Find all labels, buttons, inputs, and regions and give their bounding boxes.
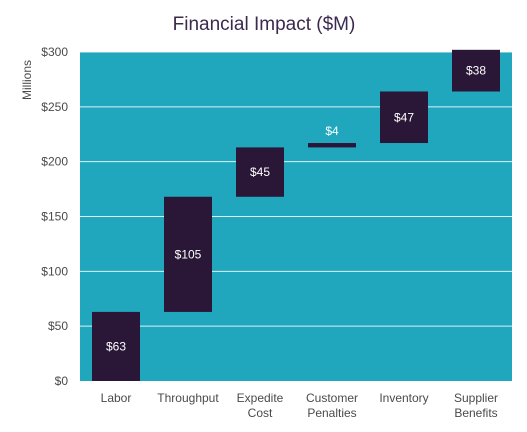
x-category-label: Penalties (307, 406, 356, 420)
y-tick-label: $0 (55, 374, 69, 388)
x-category-label: Customer (306, 391, 358, 405)
bar-value-label: $4 (325, 124, 339, 138)
y-tick-label: $200 (41, 155, 68, 169)
bar-value-label: $63 (106, 339, 126, 353)
waterfall-bar (236, 147, 284, 197)
x-category-label: Supplier (454, 391, 498, 405)
waterfall-bar (164, 196, 212, 312)
waterfall-bar (380, 91, 428, 144)
bar-value-label: $45 (250, 165, 270, 179)
waterfall-bar (452, 49, 500, 92)
bar-value-label: $105 (175, 247, 202, 261)
x-category-label: Labor (101, 391, 132, 405)
bar-value-label: $38 (466, 64, 486, 78)
y-tick-label: $50 (48, 319, 68, 333)
y-axis-ticks: $0 $50 $100 $150 $200 $250 $300 (41, 45, 68, 388)
y-axis-label: Millions (20, 60, 34, 100)
chart-title: Financial Impact ($M) (173, 14, 356, 35)
waterfall-bar (92, 311, 140, 381)
y-tick-label: $150 (41, 210, 68, 224)
bar-value-label: $47 (394, 110, 414, 124)
x-category-label: Expedite (237, 391, 284, 405)
x-category-label: Benefits (454, 406, 497, 420)
x-category-label: Throughput (157, 391, 219, 405)
bars: $63 $105 $45 $4 $47 $38 (92, 49, 500, 381)
y-tick-label: $250 (41, 100, 68, 114)
gridlines (80, 51, 512, 327)
y-tick-label: $300 (41, 45, 68, 59)
x-category-label: Cost (248, 406, 273, 420)
x-category-label: Inventory (379, 391, 428, 405)
y-tick-label: $100 (41, 264, 68, 278)
waterfall-bar (308, 143, 356, 148)
